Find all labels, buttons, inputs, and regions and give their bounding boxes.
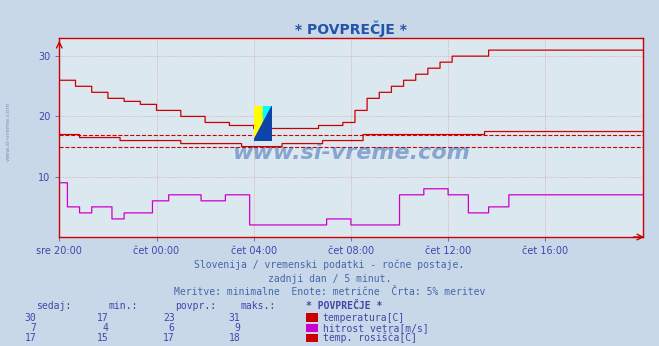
Text: 30: 30 bbox=[24, 313, 36, 323]
Text: temperatura[C]: temperatura[C] bbox=[323, 313, 405, 323]
Text: 18: 18 bbox=[229, 333, 241, 343]
Text: Slovenija / vremenski podatki - ročne postaje.: Slovenija / vremenski podatki - ročne po… bbox=[194, 260, 465, 270]
Text: Meritve: minimalne  Enote: metrične  Črta: 5% meritev: Meritve: minimalne Enote: metrične Črta:… bbox=[174, 287, 485, 297]
Text: 17: 17 bbox=[24, 333, 36, 343]
Text: * POVPREČJE *: * POVPREČJE * bbox=[306, 301, 383, 311]
Text: 17: 17 bbox=[97, 313, 109, 323]
Text: 4: 4 bbox=[103, 323, 109, 333]
Text: 9: 9 bbox=[235, 323, 241, 333]
Text: 7: 7 bbox=[30, 323, 36, 333]
Text: sedaj:: sedaj: bbox=[36, 301, 71, 311]
Text: 23: 23 bbox=[163, 313, 175, 323]
Text: zadnji dan / 5 minut.: zadnji dan / 5 minut. bbox=[268, 274, 391, 284]
Text: 17: 17 bbox=[163, 333, 175, 343]
Polygon shape bbox=[254, 106, 263, 140]
Polygon shape bbox=[254, 106, 272, 140]
Text: 15: 15 bbox=[97, 333, 109, 343]
Text: min.:: min.: bbox=[109, 301, 138, 311]
Text: povpr.:: povpr.: bbox=[175, 301, 215, 311]
Text: temp. rosišča[C]: temp. rosišča[C] bbox=[323, 333, 417, 343]
Text: maks.:: maks.: bbox=[241, 301, 275, 311]
Text: www.si-vreme.com: www.si-vreme.com bbox=[232, 144, 470, 163]
Text: www.si-vreme.com: www.si-vreme.com bbox=[5, 102, 11, 161]
Polygon shape bbox=[263, 106, 272, 140]
Text: hitrost vetra[m/s]: hitrost vetra[m/s] bbox=[323, 323, 428, 333]
Title: * POVPREČJE *: * POVPREČJE * bbox=[295, 20, 407, 37]
Text: 31: 31 bbox=[229, 313, 241, 323]
Text: 6: 6 bbox=[169, 323, 175, 333]
